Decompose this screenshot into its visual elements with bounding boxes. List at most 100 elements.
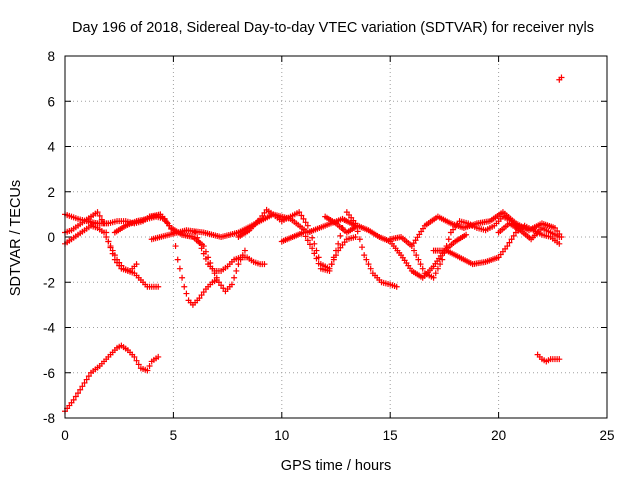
data-point — [196, 240, 203, 247]
data-point — [304, 237, 311, 244]
data-point — [94, 209, 101, 216]
data-point — [103, 234, 110, 240]
data-point — [556, 356, 563, 363]
data-point — [233, 267, 240, 274]
data-point — [326, 267, 333, 274]
series-arc-1 — [62, 209, 162, 290]
y-tick-label: 0 — [47, 230, 55, 245]
series-arc-17 — [556, 74, 565, 83]
data-point — [352, 234, 359, 240]
data-point — [365, 261, 372, 268]
data-point — [439, 256, 446, 263]
data-point — [445, 236, 452, 243]
data-point — [200, 289, 207, 296]
data-point — [98, 216, 105, 223]
data-point — [302, 233, 309, 240]
y-tick-label: -2 — [43, 275, 55, 290]
data-point — [196, 295, 203, 302]
data-point — [202, 255, 209, 262]
data-point — [330, 254, 337, 261]
data-point — [70, 396, 77, 403]
y-tick-label: -8 — [43, 411, 55, 426]
data-point — [135, 361, 142, 368]
data-point — [556, 234, 563, 240]
data-point — [510, 232, 517, 239]
data-point — [354, 228, 361, 235]
data-point — [430, 274, 437, 281]
data-point — [296, 209, 303, 216]
data-point — [85, 373, 92, 380]
data-point — [118, 262, 125, 269]
data-point — [363, 256, 370, 263]
series-arc-13 — [408, 209, 565, 250]
data-point — [72, 393, 79, 400]
data-point — [315, 260, 322, 267]
data-point — [116, 259, 123, 266]
data-point — [172, 243, 179, 250]
data-point — [328, 261, 335, 268]
data-point — [215, 279, 222, 286]
data-point — [304, 222, 311, 229]
data-point — [302, 219, 309, 226]
data-point — [356, 236, 363, 243]
y-tick-label: 2 — [47, 185, 55, 200]
data-point — [181, 283, 188, 290]
y-tick-label: -4 — [43, 321, 55, 336]
data-point — [298, 212, 305, 219]
x-tick-label: 5 — [170, 428, 178, 443]
data-point — [235, 261, 242, 268]
data-point — [506, 239, 513, 246]
data-point — [131, 353, 138, 360]
data-point — [198, 245, 205, 252]
data-point — [218, 282, 225, 289]
data-point — [413, 252, 420, 259]
chart-title: Day 196 of 2018, Sidereal Day-to-day VTE… — [72, 20, 594, 36]
data-point — [335, 240, 342, 247]
data-point — [311, 250, 318, 257]
data-point — [367, 265, 374, 272]
data-point — [261, 209, 268, 216]
data-point — [306, 241, 313, 248]
data-point — [415, 256, 422, 263]
x-tick-label: 20 — [491, 428, 506, 443]
data-point — [556, 240, 563, 247]
data-point — [155, 353, 162, 360]
data-point — [107, 243, 114, 250]
data-point — [257, 215, 264, 222]
data-point — [198, 292, 205, 299]
x-axis-label: GPS time / hours — [281, 458, 391, 474]
data-point — [192, 229, 199, 236]
data-point — [79, 383, 86, 390]
series-arc-14 — [430, 222, 563, 268]
series-arc-8 — [192, 229, 268, 274]
data-point — [306, 228, 313, 235]
data-points — [62, 74, 565, 415]
data-point — [309, 234, 316, 241]
data-point — [105, 238, 112, 245]
data-point — [504, 243, 511, 250]
data-point — [111, 252, 118, 259]
data-point — [109, 247, 116, 254]
data-point — [411, 247, 418, 254]
data-point — [176, 265, 183, 272]
data-point — [361, 252, 368, 259]
x-tick-label: 25 — [599, 428, 614, 443]
data-point — [231, 274, 238, 281]
series-arc-11 — [322, 213, 470, 281]
x-tick-label: 0 — [61, 428, 69, 443]
series-arc-10 — [278, 209, 400, 290]
data-point — [333, 247, 339, 254]
data-point — [434, 265, 441, 272]
data-point — [213, 274, 220, 281]
y-tick-label: 4 — [47, 140, 55, 155]
data-point — [83, 376, 90, 383]
series-arc-6 — [146, 211, 248, 295]
data-point — [220, 285, 227, 292]
data-point — [194, 234, 201, 241]
data-point — [114, 256, 121, 263]
data-point — [261, 261, 268, 268]
series-arc-16 — [534, 351, 563, 365]
data-point — [393, 283, 400, 290]
data-point — [96, 212, 103, 219]
